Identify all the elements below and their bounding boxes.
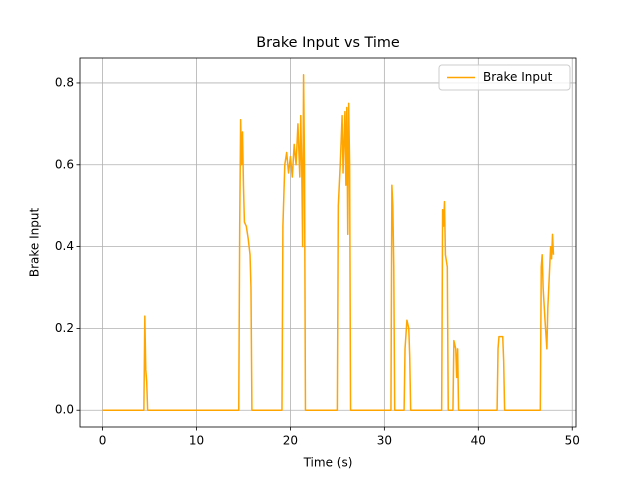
x-tick-label: 50	[565, 434, 580, 448]
y-tick-label: 0.4	[55, 239, 74, 253]
x-tick-label: 20	[283, 434, 298, 448]
y-tick-label: 0.0	[55, 403, 74, 417]
legend-box	[438, 64, 571, 91]
y-tick-label: 0.6	[55, 157, 74, 171]
x-tick-label: 0	[99, 434, 107, 448]
y-axis-label: Brake Input	[28, 208, 42, 278]
x-tick-label: 10	[189, 434, 204, 448]
data-line	[102, 74, 555, 411]
x-axis-label: Time (s)	[303, 456, 353, 470]
y-tick-label: 0.8	[55, 75, 74, 89]
axes-frame	[79, 57, 577, 428]
legend-label: Brake Input	[483, 70, 553, 84]
chart-title: Brake Input vs Time	[256, 35, 400, 51]
x-tick-label: 30	[377, 434, 392, 448]
y-tick-label: 0.2	[55, 321, 74, 335]
x-tick-label: 40	[471, 434, 486, 448]
